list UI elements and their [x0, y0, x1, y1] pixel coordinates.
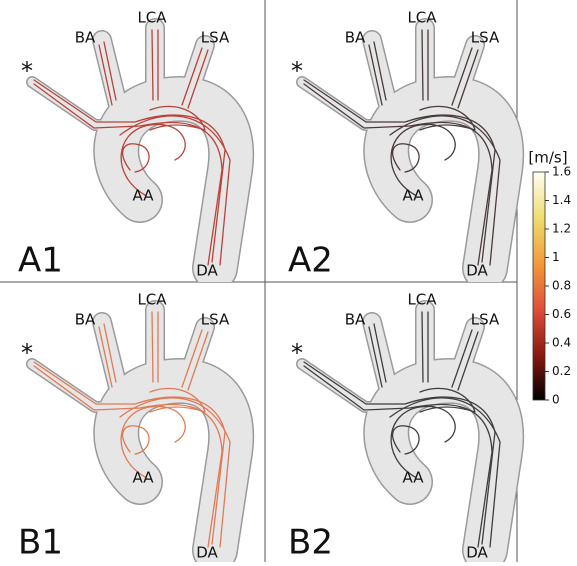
- ba-label: BA: [75, 29, 96, 47]
- inlet-marker: *: [291, 57, 303, 85]
- aa-label: AA: [403, 469, 425, 487]
- ba-label: BA: [345, 311, 366, 329]
- da-label: DA: [196, 262, 218, 280]
- inlet-marker: *: [291, 339, 303, 367]
- da-label: DA: [196, 544, 218, 562]
- aa-label: AA: [403, 187, 425, 205]
- panel: B2 * BA LCA LSA AA DA: [288, 291, 501, 563]
- panel: B1 * BA LCA LSA AA DA: [18, 291, 231, 563]
- colorbar-tick-label: 0: [552, 393, 560, 407]
- aorta-streamlines: [32, 310, 231, 550]
- aorta-streamlines: [302, 28, 501, 268]
- da-label: DA: [466, 262, 488, 280]
- inlet-marker: *: [21, 57, 33, 85]
- lsa-label: LSA: [471, 311, 500, 329]
- aa-label: AA: [133, 187, 155, 205]
- lsa-label: LSA: [201, 311, 230, 329]
- colorbar-title: [m/s]: [528, 149, 567, 167]
- colorbar-tick-label: 0.8: [552, 279, 571, 293]
- lca-label: LCA: [137, 9, 167, 27]
- colorbar-tick-label: 0.4: [552, 336, 571, 350]
- colorbar-tick-label: 1: [552, 250, 560, 264]
- lca-label: LCA: [137, 291, 167, 309]
- panel-label: A1: [18, 241, 63, 281]
- inlet-marker: *: [21, 339, 33, 367]
- lsa-label: LSA: [471, 29, 500, 47]
- aa-label: AA: [133, 469, 155, 487]
- lca-label: LCA: [407, 9, 437, 27]
- colorbar-tick-label: 1.4: [552, 193, 571, 207]
- colorbar-ramp: [532, 171, 546, 401]
- lsa-label: LSA: [201, 29, 230, 47]
- aorta-streamlines: [302, 310, 501, 550]
- panel: A2 * BA LCA LSA AA DA: [288, 9, 501, 281]
- panel-label: B2: [288, 523, 333, 563]
- aorta-streamlines: [32, 28, 231, 268]
- colorbar: [m/s] 0 0.2 0.4 0.6 0.8 1 1.2 1.4 1.6: [528, 149, 571, 407]
- panel-label: B1: [18, 523, 63, 563]
- da-label: DA: [466, 544, 488, 562]
- colorbar-tick-label: 1.6: [552, 165, 571, 179]
- colorbar-tick-label: 1.2: [552, 222, 571, 236]
- panel-label: A2: [288, 241, 333, 281]
- panels: A1 * BA LCA LSA AA DA A2 * BA LCA LSA AA DA B1 * BA LCA LS…: [18, 9, 501, 563]
- colorbar-tick-label: 0.6: [552, 307, 571, 321]
- lca-label: LCA: [407, 291, 437, 309]
- colorbar-tick-label: 0.2: [552, 364, 571, 378]
- panel: A1 * BA LCA LSA AA DA: [18, 9, 231, 281]
- ba-label: BA: [345, 29, 366, 47]
- ba-label: BA: [75, 311, 96, 329]
